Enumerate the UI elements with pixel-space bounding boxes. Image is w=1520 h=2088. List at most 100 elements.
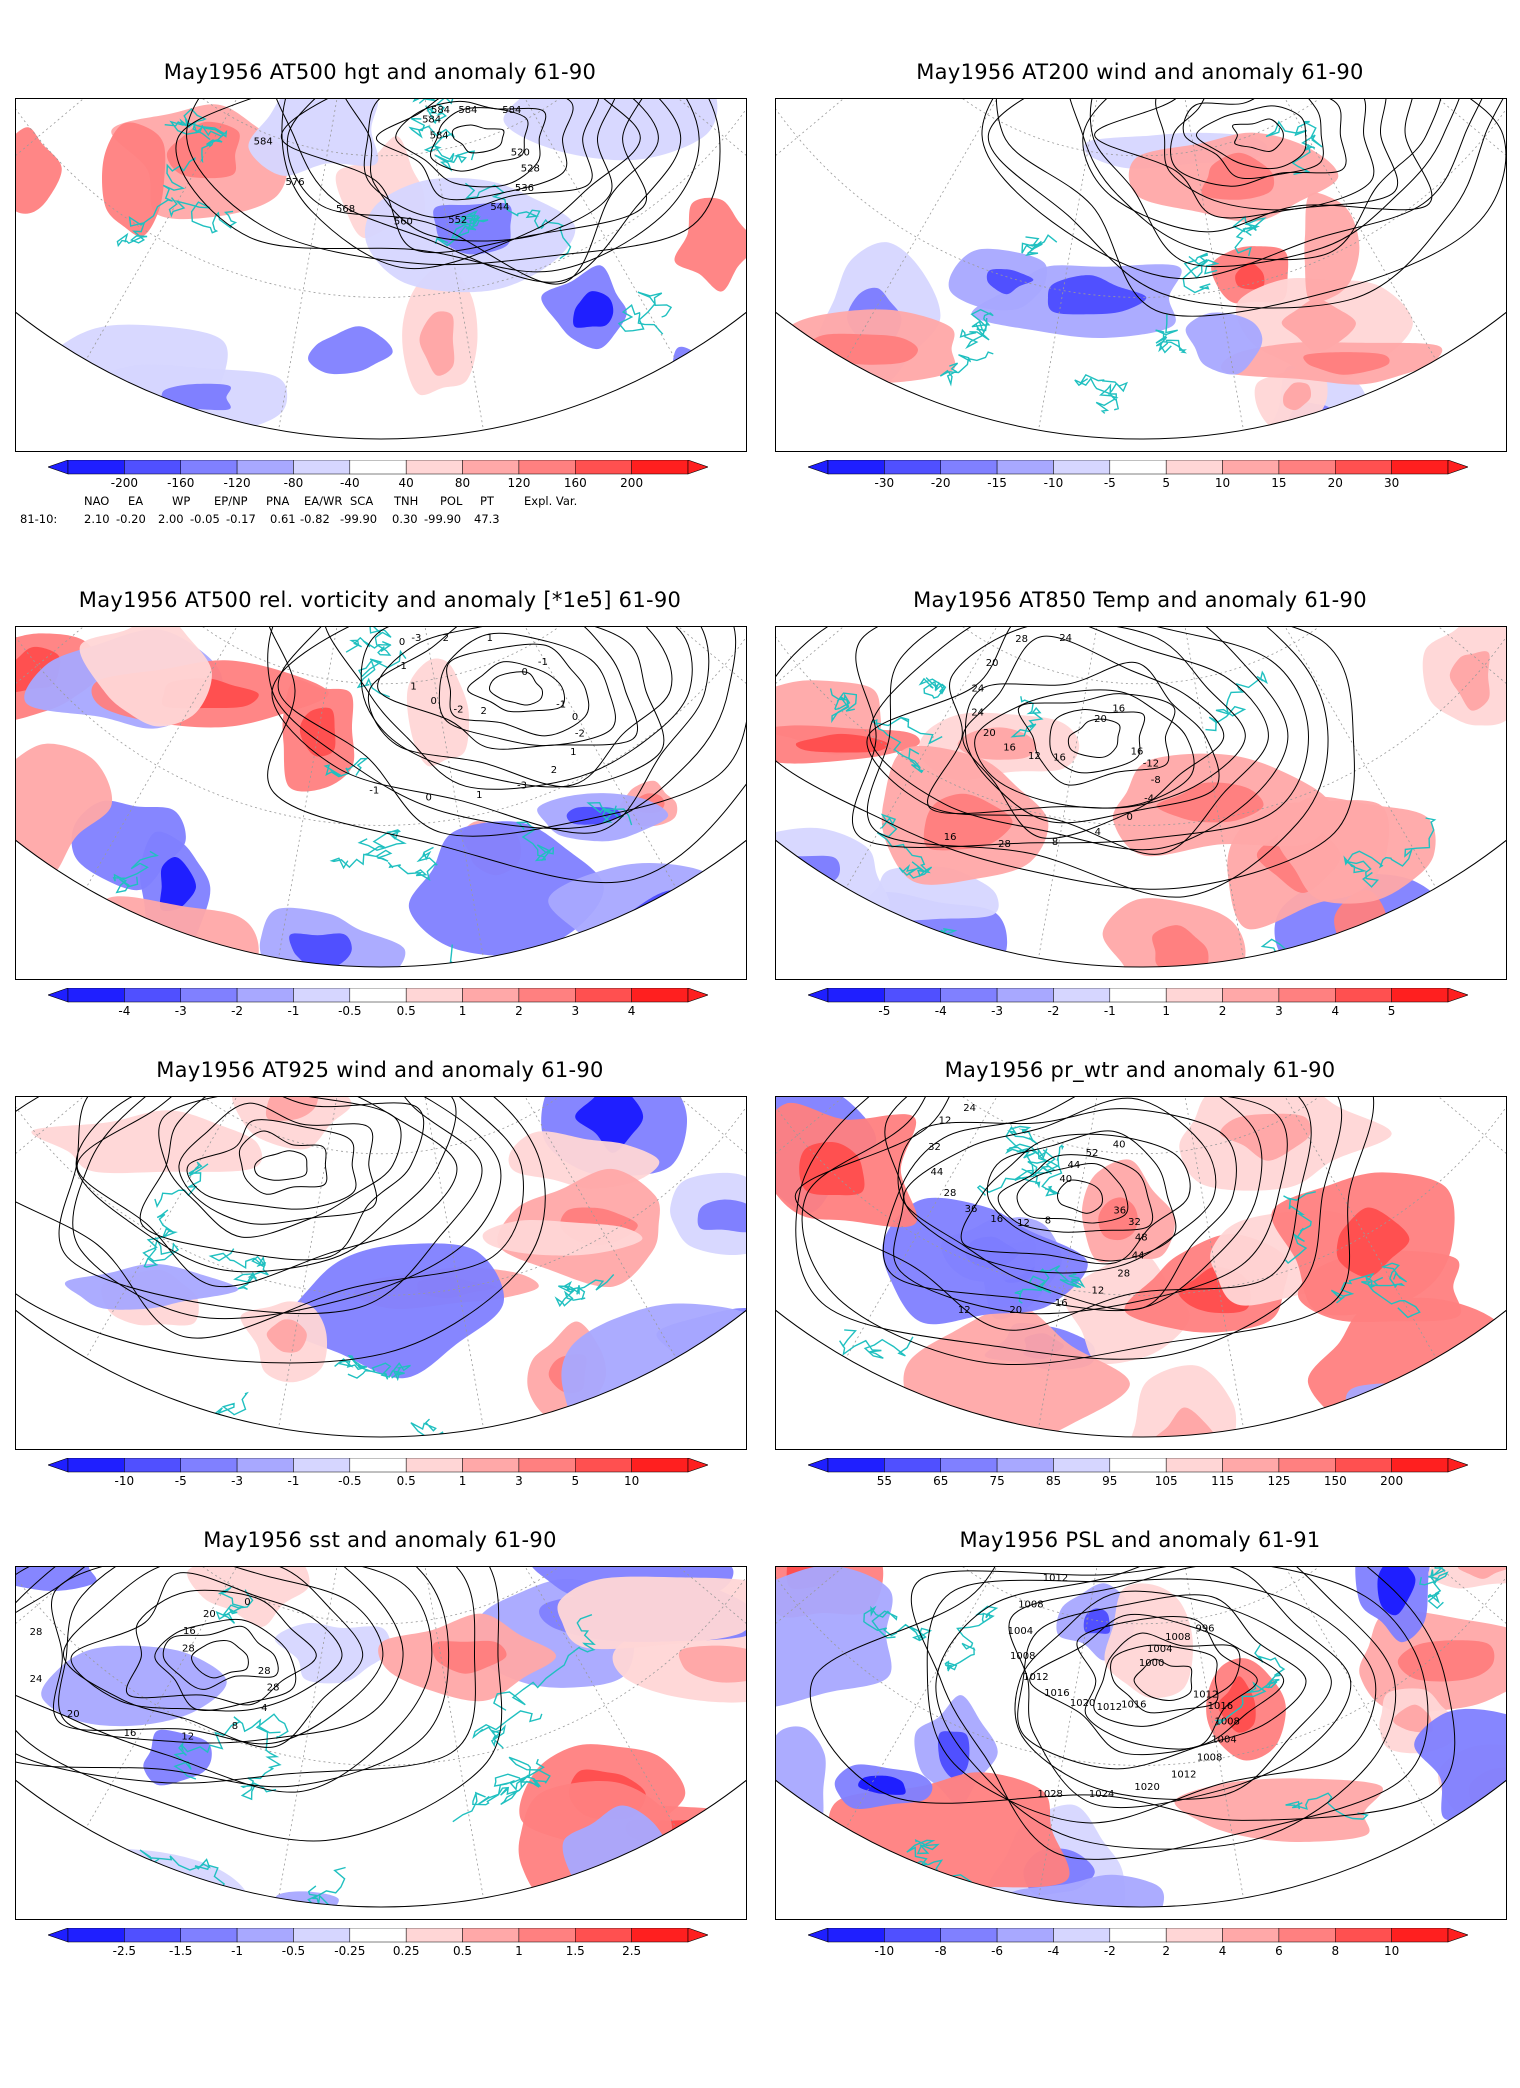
colorbar-swatch xyxy=(940,1927,998,1943)
map-frame: 16 -12 -8 -4 0 4 8 28 16 16 12 16 20 24 24 20 28 24 20 16 xyxy=(775,626,1507,980)
negative-anomaly-core xyxy=(697,1199,746,1233)
colorbar-min-arrow xyxy=(47,1927,69,1943)
negative-anomaly-area xyxy=(503,99,718,161)
colorbar-swatch xyxy=(236,987,294,1003)
colorbar-swatch xyxy=(1165,459,1223,475)
contour-label: 24 xyxy=(971,684,984,695)
anomaly-shading xyxy=(16,627,746,967)
positive-anomaly-area xyxy=(16,743,113,878)
colorbar-swatch xyxy=(827,459,885,475)
colorbar-swatch xyxy=(124,459,181,475)
colorbar-swatch xyxy=(575,1927,632,1943)
contour-label: -1 xyxy=(369,785,379,796)
index-name: Expl. Var. xyxy=(524,494,578,508)
index-name: TNH xyxy=(394,494,419,508)
contour-label: 12 xyxy=(1028,751,1041,762)
colorbar-tick-label: 105 xyxy=(1154,1474,1178,1488)
colorbar-max-arrow xyxy=(1447,987,1469,1003)
colorbar-swatch xyxy=(518,987,576,1003)
contour-label: 1 xyxy=(476,790,482,801)
contour-label: 1 xyxy=(570,747,576,758)
colorbar-tick-label: -120 xyxy=(223,476,251,490)
colorbar-swatch xyxy=(1109,459,1167,475)
anomaly-shading xyxy=(16,1567,746,1907)
colorbar-swatch xyxy=(1053,459,1111,475)
contour-label: 1024 xyxy=(1089,1789,1114,1800)
map-boundary xyxy=(776,1309,1506,1438)
colorbar-swatch xyxy=(1335,987,1392,1003)
negative-anomaly-area xyxy=(1008,1874,1165,1907)
contour-label: 1012 xyxy=(1097,1702,1122,1713)
colorbar-swatch xyxy=(349,1927,407,1943)
colorbar-tick-label: -1 xyxy=(1103,1004,1116,1018)
contour-label: -1 xyxy=(397,661,407,672)
colorbar: -10 -8 -6 -4 -2 2 4 6 8 10 xyxy=(807,1927,1469,1962)
colorbar-swatch xyxy=(67,987,125,1003)
colorbar-swatch xyxy=(236,1457,294,1473)
colorbar-min-arrow xyxy=(807,987,829,1003)
contour-label: -3 xyxy=(517,780,527,791)
contour-label: 568 xyxy=(336,204,355,215)
colorbar-tick-label: -5 xyxy=(174,1474,187,1488)
colorbar-tick-label: -4 xyxy=(1047,1944,1060,1958)
contour-label: 12 xyxy=(181,1731,194,1742)
contour-label: 28 xyxy=(30,1627,43,1638)
colorbar-max-arrow xyxy=(687,1927,709,1943)
contour-label: 16 xyxy=(183,1626,196,1637)
contour-label: -2 xyxy=(454,704,464,715)
colorbar: -5 -4 -3 -2 -1 1 2 3 4 5 xyxy=(807,987,1469,1022)
colorbar-swatch xyxy=(124,1457,181,1473)
colorbar-tick-label: 4 xyxy=(627,1004,636,1018)
panel-hgt500: May1956 AT500 hgt and anomaly 61-90 520 5… xyxy=(10,60,750,620)
colorbar-tick-label: -2 xyxy=(1047,1004,1060,1018)
positive-anomaly-core xyxy=(957,727,1037,760)
colorbar-swatch xyxy=(1222,1927,1280,1943)
contour-label: 20 xyxy=(983,728,996,739)
negative-anomaly-area xyxy=(656,346,746,439)
negative-anomaly-area xyxy=(258,1891,339,1907)
contour-label: 28 xyxy=(182,1644,195,1655)
contour-lines xyxy=(262,627,746,884)
colorbar-tick-label: 10 xyxy=(1383,1944,1400,1958)
colorbar-swatch xyxy=(1222,1457,1280,1473)
positive-anomaly-core xyxy=(806,333,918,365)
colorbar-swatch xyxy=(1165,1457,1223,1473)
contour-label: 2 xyxy=(443,633,449,644)
negative-anomaly-area xyxy=(882,1197,1088,1325)
negative-anomaly-core xyxy=(938,1731,970,1779)
colorbar-swatch xyxy=(180,459,238,475)
colorbar-swatch xyxy=(518,459,576,475)
contour-lines xyxy=(175,99,721,285)
contour-label: 1004 xyxy=(1147,1644,1172,1655)
contour-label: 1008 xyxy=(1165,1632,1190,1643)
negative-anomaly-area xyxy=(1414,1708,1506,1821)
panel-vort500: May1956 AT500 rel. vorticity and anomaly… xyxy=(10,588,750,1148)
contour-label: 28 xyxy=(944,1188,957,1199)
colorbar: -30 -20 -15 -10 -5 5 10 15 20 30 xyxy=(807,459,1469,494)
colorbar-swatch xyxy=(631,1927,689,1943)
colorbar-max-arrow xyxy=(687,987,709,1003)
contour-label: 16 xyxy=(944,832,957,843)
coastlines xyxy=(43,1161,615,1437)
colorbar-tick-label: 4 xyxy=(1331,1004,1340,1018)
negative-anomaly-core xyxy=(1047,275,1147,315)
contour-label: 28 xyxy=(1015,634,1028,645)
positive-anomaly-core xyxy=(432,1640,507,1674)
coastlines xyxy=(829,670,1437,967)
colorbar-tick-label: 160 xyxy=(563,476,587,490)
contour-label: 12 xyxy=(1091,1285,1104,1296)
contour-label: 24 xyxy=(963,1103,976,1114)
map-canvas: -10-212-310-12-201-10 -3 2 10-1 xyxy=(16,627,746,968)
map-canvas xyxy=(776,99,1506,440)
positive-anomaly-core xyxy=(1303,352,1390,375)
positive-anomaly-core xyxy=(1217,1676,1256,1733)
contour-label: 16 xyxy=(1131,746,1144,757)
negative-anomaly-core xyxy=(289,933,352,967)
colorbar-swatch xyxy=(405,1927,463,1943)
contour-label: 544 xyxy=(490,202,509,213)
anomaly-shading xyxy=(776,132,1506,439)
colorbar-tick-label: -3 xyxy=(991,1004,1004,1018)
colorbar-min-arrow xyxy=(47,459,69,475)
colorbar-max-arrow xyxy=(1447,1927,1469,1943)
